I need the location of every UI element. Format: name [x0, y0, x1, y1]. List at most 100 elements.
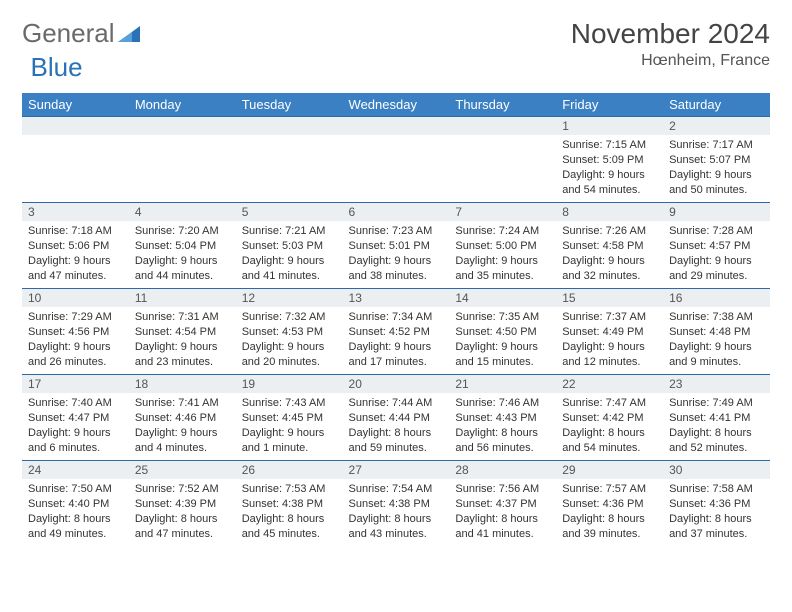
daylight-text: Daylight: 8 hours and 41 minutes. [455, 512, 550, 542]
calendar-cell: 9Sunrise: 7:28 AMSunset: 4:57 PMDaylight… [663, 203, 770, 289]
sunrise-text: Sunrise: 7:15 AM [562, 138, 657, 153]
daylight-text: Daylight: 8 hours and 39 minutes. [562, 512, 657, 542]
day-number: 5 [236, 203, 343, 221]
calendar-cell: 19Sunrise: 7:43 AMSunset: 4:45 PMDayligh… [236, 375, 343, 461]
location-label: Hœnheim, France [571, 52, 770, 70]
day-details [129, 135, 236, 195]
day-details: Sunrise: 7:20 AMSunset: 5:04 PMDaylight:… [129, 221, 236, 287]
sunrise-text: Sunrise: 7:44 AM [349, 396, 444, 411]
day-number: 2 [663, 117, 770, 135]
calendar-cell [343, 117, 450, 203]
sunrise-text: Sunrise: 7:50 AM [28, 482, 123, 497]
sunset-text: Sunset: 4:57 PM [669, 239, 764, 254]
weekday-header: Tuesday [236, 93, 343, 117]
sunrise-text: Sunrise: 7:46 AM [455, 396, 550, 411]
calendar-cell: 17Sunrise: 7:40 AMSunset: 4:47 PMDayligh… [22, 375, 129, 461]
day-number: 6 [343, 203, 450, 221]
day-details: Sunrise: 7:46 AMSunset: 4:43 PMDaylight:… [449, 393, 556, 459]
day-details [22, 135, 129, 195]
day-details: Sunrise: 7:17 AMSunset: 5:07 PMDaylight:… [663, 135, 770, 201]
day-number: 22 [556, 375, 663, 393]
sunset-text: Sunset: 4:45 PM [242, 411, 337, 426]
sunset-text: Sunset: 4:46 PM [135, 411, 230, 426]
calendar-cell: 8Sunrise: 7:26 AMSunset: 4:58 PMDaylight… [556, 203, 663, 289]
day-number: 24 [22, 461, 129, 479]
sunset-text: Sunset: 4:50 PM [455, 325, 550, 340]
sunset-text: Sunset: 4:40 PM [28, 497, 123, 512]
sunrise-text: Sunrise: 7:31 AM [135, 310, 230, 325]
sunset-text: Sunset: 4:39 PM [135, 497, 230, 512]
day-details [343, 135, 450, 195]
calendar-table: SundayMondayTuesdayWednesdayThursdayFrid… [22, 93, 770, 547]
day-number [449, 117, 556, 135]
calendar-cell: 28Sunrise: 7:56 AMSunset: 4:37 PMDayligh… [449, 461, 556, 547]
daylight-text: Daylight: 9 hours and 44 minutes. [135, 254, 230, 284]
day-number: 1 [556, 117, 663, 135]
day-details: Sunrise: 7:37 AMSunset: 4:49 PMDaylight:… [556, 307, 663, 373]
brand-part2: Blue [31, 52, 83, 83]
day-details: Sunrise: 7:53 AMSunset: 4:38 PMDaylight:… [236, 479, 343, 545]
calendar-cell: 12Sunrise: 7:32 AMSunset: 4:53 PMDayligh… [236, 289, 343, 375]
logo-triangle-icon [118, 18, 140, 49]
day-number: 3 [22, 203, 129, 221]
sunrise-text: Sunrise: 7:57 AM [562, 482, 657, 497]
calendar-cell: 27Sunrise: 7:54 AMSunset: 4:38 PMDayligh… [343, 461, 450, 547]
day-number: 29 [556, 461, 663, 479]
sunset-text: Sunset: 4:44 PM [349, 411, 444, 426]
day-details: Sunrise: 7:21 AMSunset: 5:03 PMDaylight:… [236, 221, 343, 287]
day-details: Sunrise: 7:43 AMSunset: 4:45 PMDaylight:… [236, 393, 343, 459]
day-number: 16 [663, 289, 770, 307]
day-details: Sunrise: 7:40 AMSunset: 4:47 PMDaylight:… [22, 393, 129, 459]
daylight-text: Daylight: 9 hours and 47 minutes. [28, 254, 123, 284]
sunset-text: Sunset: 4:36 PM [669, 497, 764, 512]
daylight-text: Daylight: 9 hours and 50 minutes. [669, 168, 764, 198]
calendar-cell [236, 117, 343, 203]
daylight-text: Daylight: 9 hours and 1 minute. [242, 426, 337, 456]
daylight-text: Daylight: 9 hours and 9 minutes. [669, 340, 764, 370]
day-number: 19 [236, 375, 343, 393]
daylight-text: Daylight: 8 hours and 54 minutes. [562, 426, 657, 456]
sunset-text: Sunset: 5:07 PM [669, 153, 764, 168]
daylight-text: Daylight: 9 hours and 15 minutes. [455, 340, 550, 370]
brand-logo: General [22, 18, 140, 51]
calendar-cell: 20Sunrise: 7:44 AMSunset: 4:44 PMDayligh… [343, 375, 450, 461]
weekday-header: Thursday [449, 93, 556, 117]
day-number: 13 [343, 289, 450, 307]
calendar-cell: 22Sunrise: 7:47 AMSunset: 4:42 PMDayligh… [556, 375, 663, 461]
sunrise-text: Sunrise: 7:26 AM [562, 224, 657, 239]
daylight-text: Daylight: 8 hours and 43 minutes. [349, 512, 444, 542]
calendar-cell [22, 117, 129, 203]
day-details: Sunrise: 7:41 AMSunset: 4:46 PMDaylight:… [129, 393, 236, 459]
calendar-cell: 14Sunrise: 7:35 AMSunset: 4:50 PMDayligh… [449, 289, 556, 375]
sunset-text: Sunset: 4:38 PM [242, 497, 337, 512]
day-details: Sunrise: 7:34 AMSunset: 4:52 PMDaylight:… [343, 307, 450, 373]
day-number: 17 [22, 375, 129, 393]
daylight-text: Daylight: 8 hours and 49 minutes. [28, 512, 123, 542]
day-details: Sunrise: 7:49 AMSunset: 4:41 PMDaylight:… [663, 393, 770, 459]
calendar-cell: 16Sunrise: 7:38 AMSunset: 4:48 PMDayligh… [663, 289, 770, 375]
brand-part1: General [22, 18, 115, 49]
day-number [129, 117, 236, 135]
day-details: Sunrise: 7:15 AMSunset: 5:09 PMDaylight:… [556, 135, 663, 201]
sunset-text: Sunset: 4:52 PM [349, 325, 444, 340]
day-details: Sunrise: 7:56 AMSunset: 4:37 PMDaylight:… [449, 479, 556, 545]
sunset-text: Sunset: 4:58 PM [562, 239, 657, 254]
day-details: Sunrise: 7:32 AMSunset: 4:53 PMDaylight:… [236, 307, 343, 373]
sunset-text: Sunset: 4:49 PM [562, 325, 657, 340]
calendar-cell: 7Sunrise: 7:24 AMSunset: 5:00 PMDaylight… [449, 203, 556, 289]
calendar-cell: 21Sunrise: 7:46 AMSunset: 4:43 PMDayligh… [449, 375, 556, 461]
sunset-text: Sunset: 5:09 PM [562, 153, 657, 168]
sunset-text: Sunset: 5:00 PM [455, 239, 550, 254]
calendar-cell: 1Sunrise: 7:15 AMSunset: 5:09 PMDaylight… [556, 117, 663, 203]
day-details: Sunrise: 7:24 AMSunset: 5:00 PMDaylight:… [449, 221, 556, 287]
day-number [236, 117, 343, 135]
daylight-text: Daylight: 8 hours and 56 minutes. [455, 426, 550, 456]
day-number: 20 [343, 375, 450, 393]
sunset-text: Sunset: 4:47 PM [28, 411, 123, 426]
day-number: 14 [449, 289, 556, 307]
sunset-text: Sunset: 4:36 PM [562, 497, 657, 512]
sunset-text: Sunset: 4:56 PM [28, 325, 123, 340]
daylight-text: Daylight: 8 hours and 52 minutes. [669, 426, 764, 456]
sunset-text: Sunset: 5:01 PM [349, 239, 444, 254]
day-details: Sunrise: 7:29 AMSunset: 4:56 PMDaylight:… [22, 307, 129, 373]
